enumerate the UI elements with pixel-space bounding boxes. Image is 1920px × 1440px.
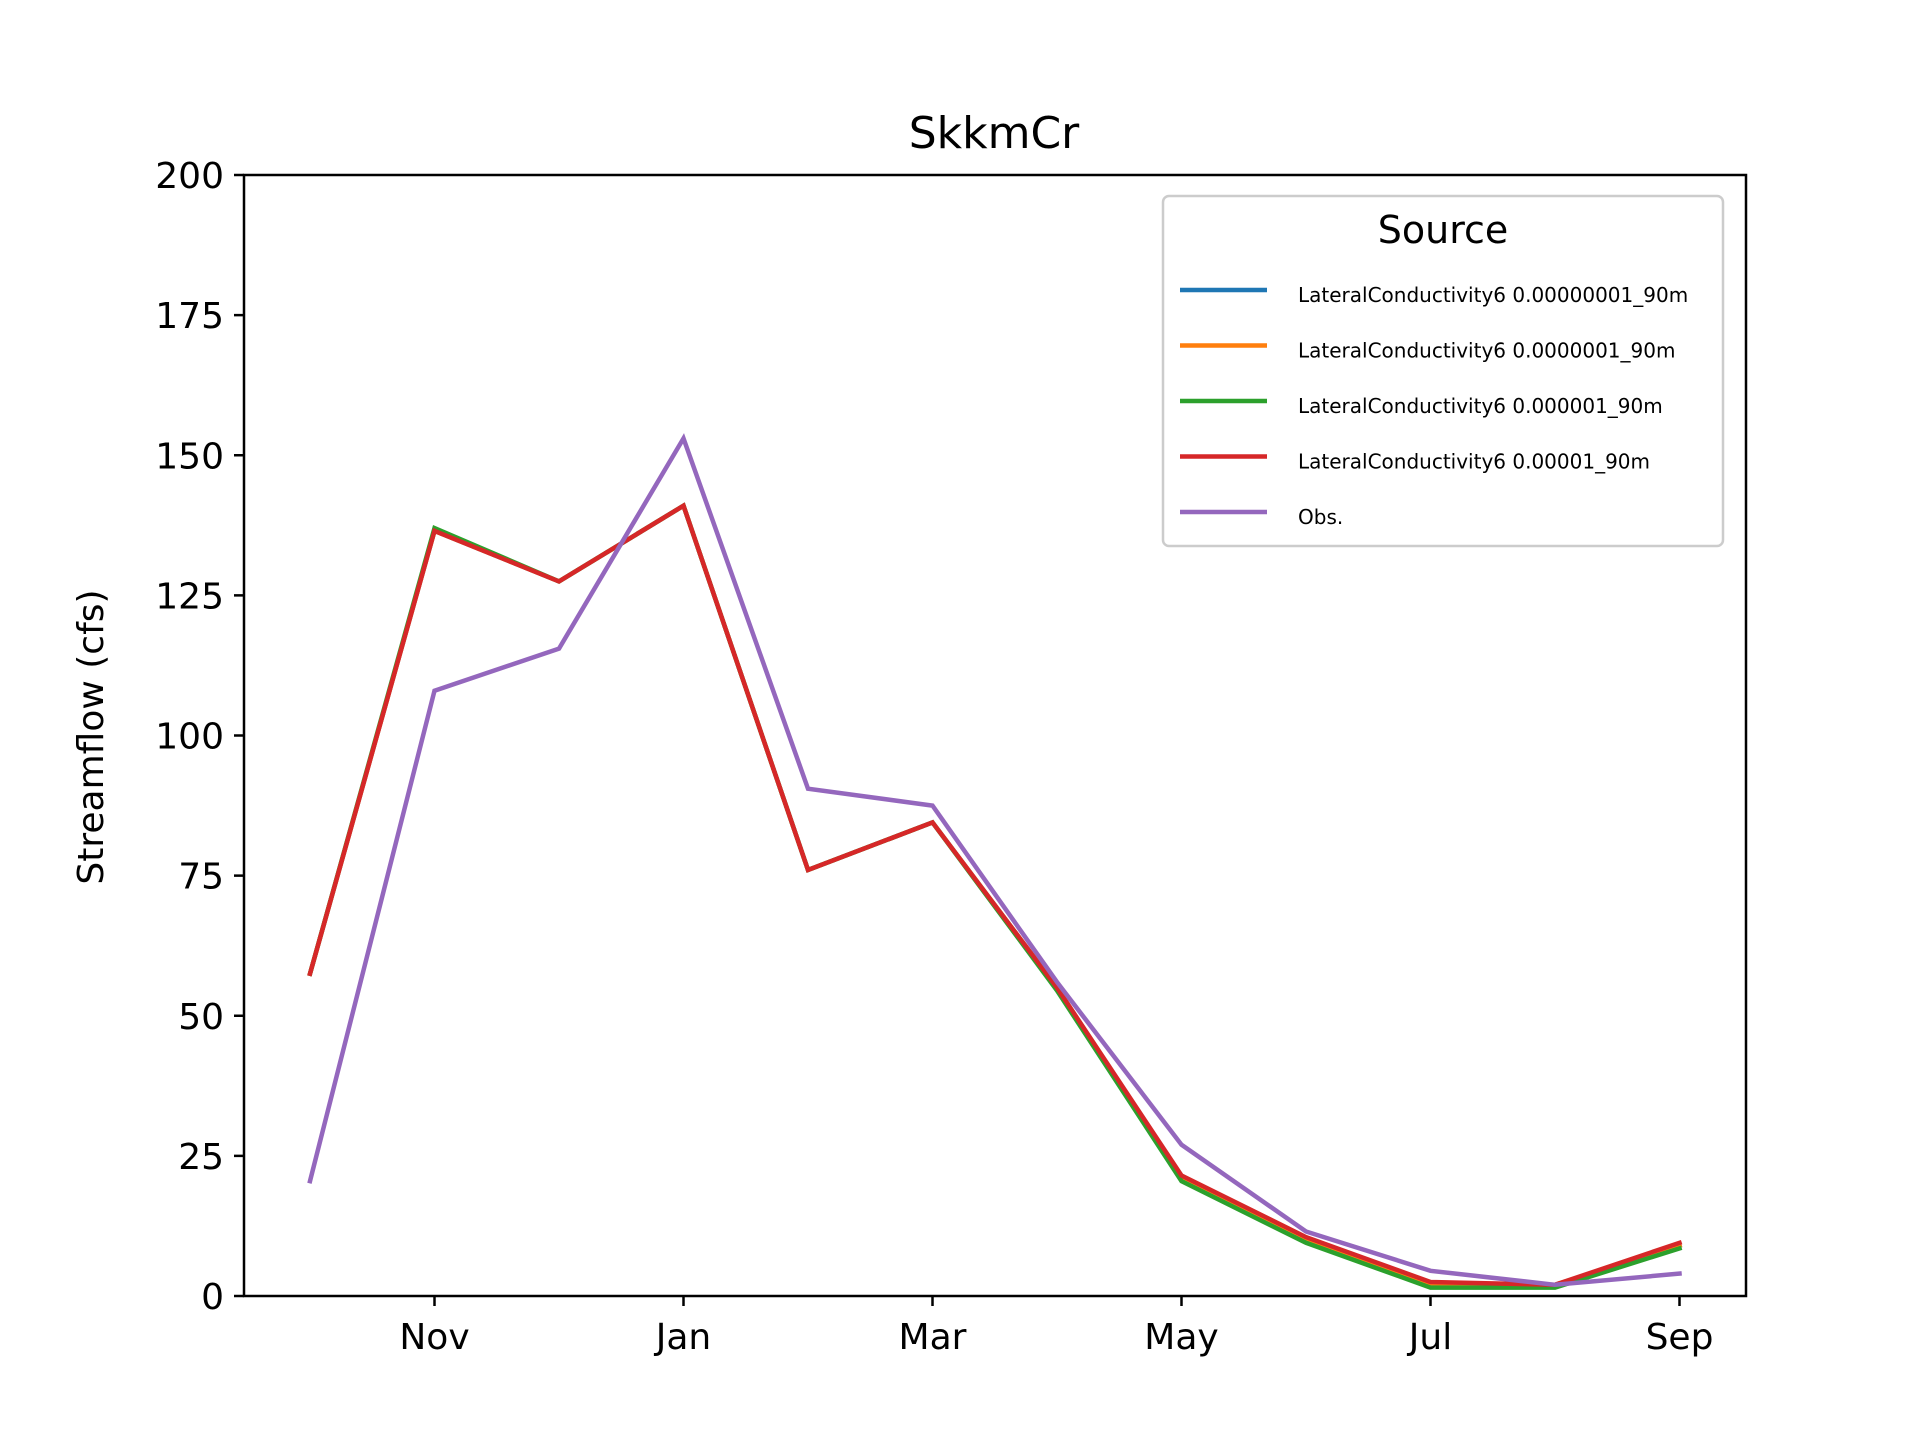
series-line-4	[307, 502, 1683, 1288]
y-tick-label: 175	[155, 296, 224, 337]
x-tick-label: Jan	[654, 1317, 712, 1358]
series-line-5	[307, 433, 1682, 1288]
x-tick-label: May	[1144, 1317, 1218, 1358]
x-tick-label: Nov	[399, 1317, 469, 1358]
x-tick-label: Sep	[1646, 1317, 1714, 1358]
legend-label: LateralConductivity6 0.00000001_90m	[1298, 283, 1688, 307]
y-axis-label: Streamflow (cfs)	[71, 589, 112, 884]
y-tick-label: 150	[155, 436, 224, 477]
plot-frame	[242, 173, 1748, 1298]
y-tick-label: 100	[155, 717, 224, 758]
x-tick-label: Jul	[1407, 1317, 1452, 1358]
y-tick-label: 0	[201, 1277, 224, 1318]
y-tick-label: 25	[178, 1137, 224, 1178]
y-tick-label: 125	[155, 576, 224, 617]
legend-frame	[1161, 194, 1725, 548]
x-axis: Nov Jan Mar May Jul Sep	[399, 1296, 1713, 1358]
y-tick-label: 200	[155, 156, 224, 197]
chart-title: SkkmCr	[909, 108, 1080, 159]
legend-title: Source	[1378, 208, 1509, 252]
y-axis: 0 25 50 75 100 125 150 175 200	[155, 156, 244, 1318]
legend-label: LateralConductivity6 0.000001_90m	[1298, 394, 1663, 418]
legend: Source LateralConductivity6 0.00000001_9…	[1161, 194, 1725, 548]
legend-label: LateralConductivity6 0.00001_90m	[1298, 450, 1650, 474]
legend-label: LateralConductivity6 0.0000001_90m	[1298, 339, 1675, 363]
legend-label: Obs.	[1298, 505, 1343, 529]
plot-lines	[307, 433, 1683, 1290]
y-tick-label: 75	[178, 857, 224, 898]
y-tick-label: 50	[178, 997, 224, 1038]
x-tick-label: Mar	[899, 1317, 967, 1358]
